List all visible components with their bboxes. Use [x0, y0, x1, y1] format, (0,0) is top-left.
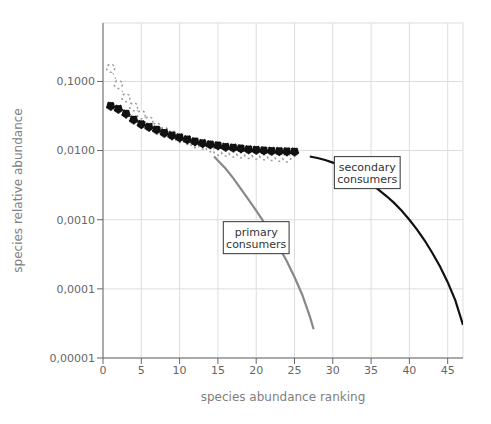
svg-text:0,0100: 0,0100 — [57, 144, 96, 157]
svg-text:0,1000: 0,1000 — [57, 75, 96, 88]
svg-text:40: 40 — [402, 364, 416, 377]
svg-text:15: 15 — [211, 364, 225, 377]
svg-text:species relative abundance: species relative abundance — [11, 108, 25, 272]
svg-text:species abundance ranking: species abundance ranking — [201, 390, 366, 404]
svg-text:10: 10 — [173, 364, 187, 377]
svg-text:0: 0 — [100, 364, 107, 377]
svg-text:25: 25 — [287, 364, 301, 377]
svg-text:30: 30 — [326, 364, 340, 377]
svg-text:35: 35 — [364, 364, 378, 377]
svg-text:0,00001: 0,00001 — [50, 352, 96, 365]
svg-text:5: 5 — [138, 364, 145, 377]
svg-text:20: 20 — [249, 364, 263, 377]
svg-text:0,0010: 0,0010 — [57, 214, 96, 227]
svg-text:45: 45 — [441, 364, 455, 377]
svg-text:0,0001: 0,0001 — [57, 283, 96, 296]
svg-text:secondaryconsumers: secondaryconsumers — [337, 161, 397, 186]
svg-text:primaryconsumers: primaryconsumers — [226, 226, 286, 251]
